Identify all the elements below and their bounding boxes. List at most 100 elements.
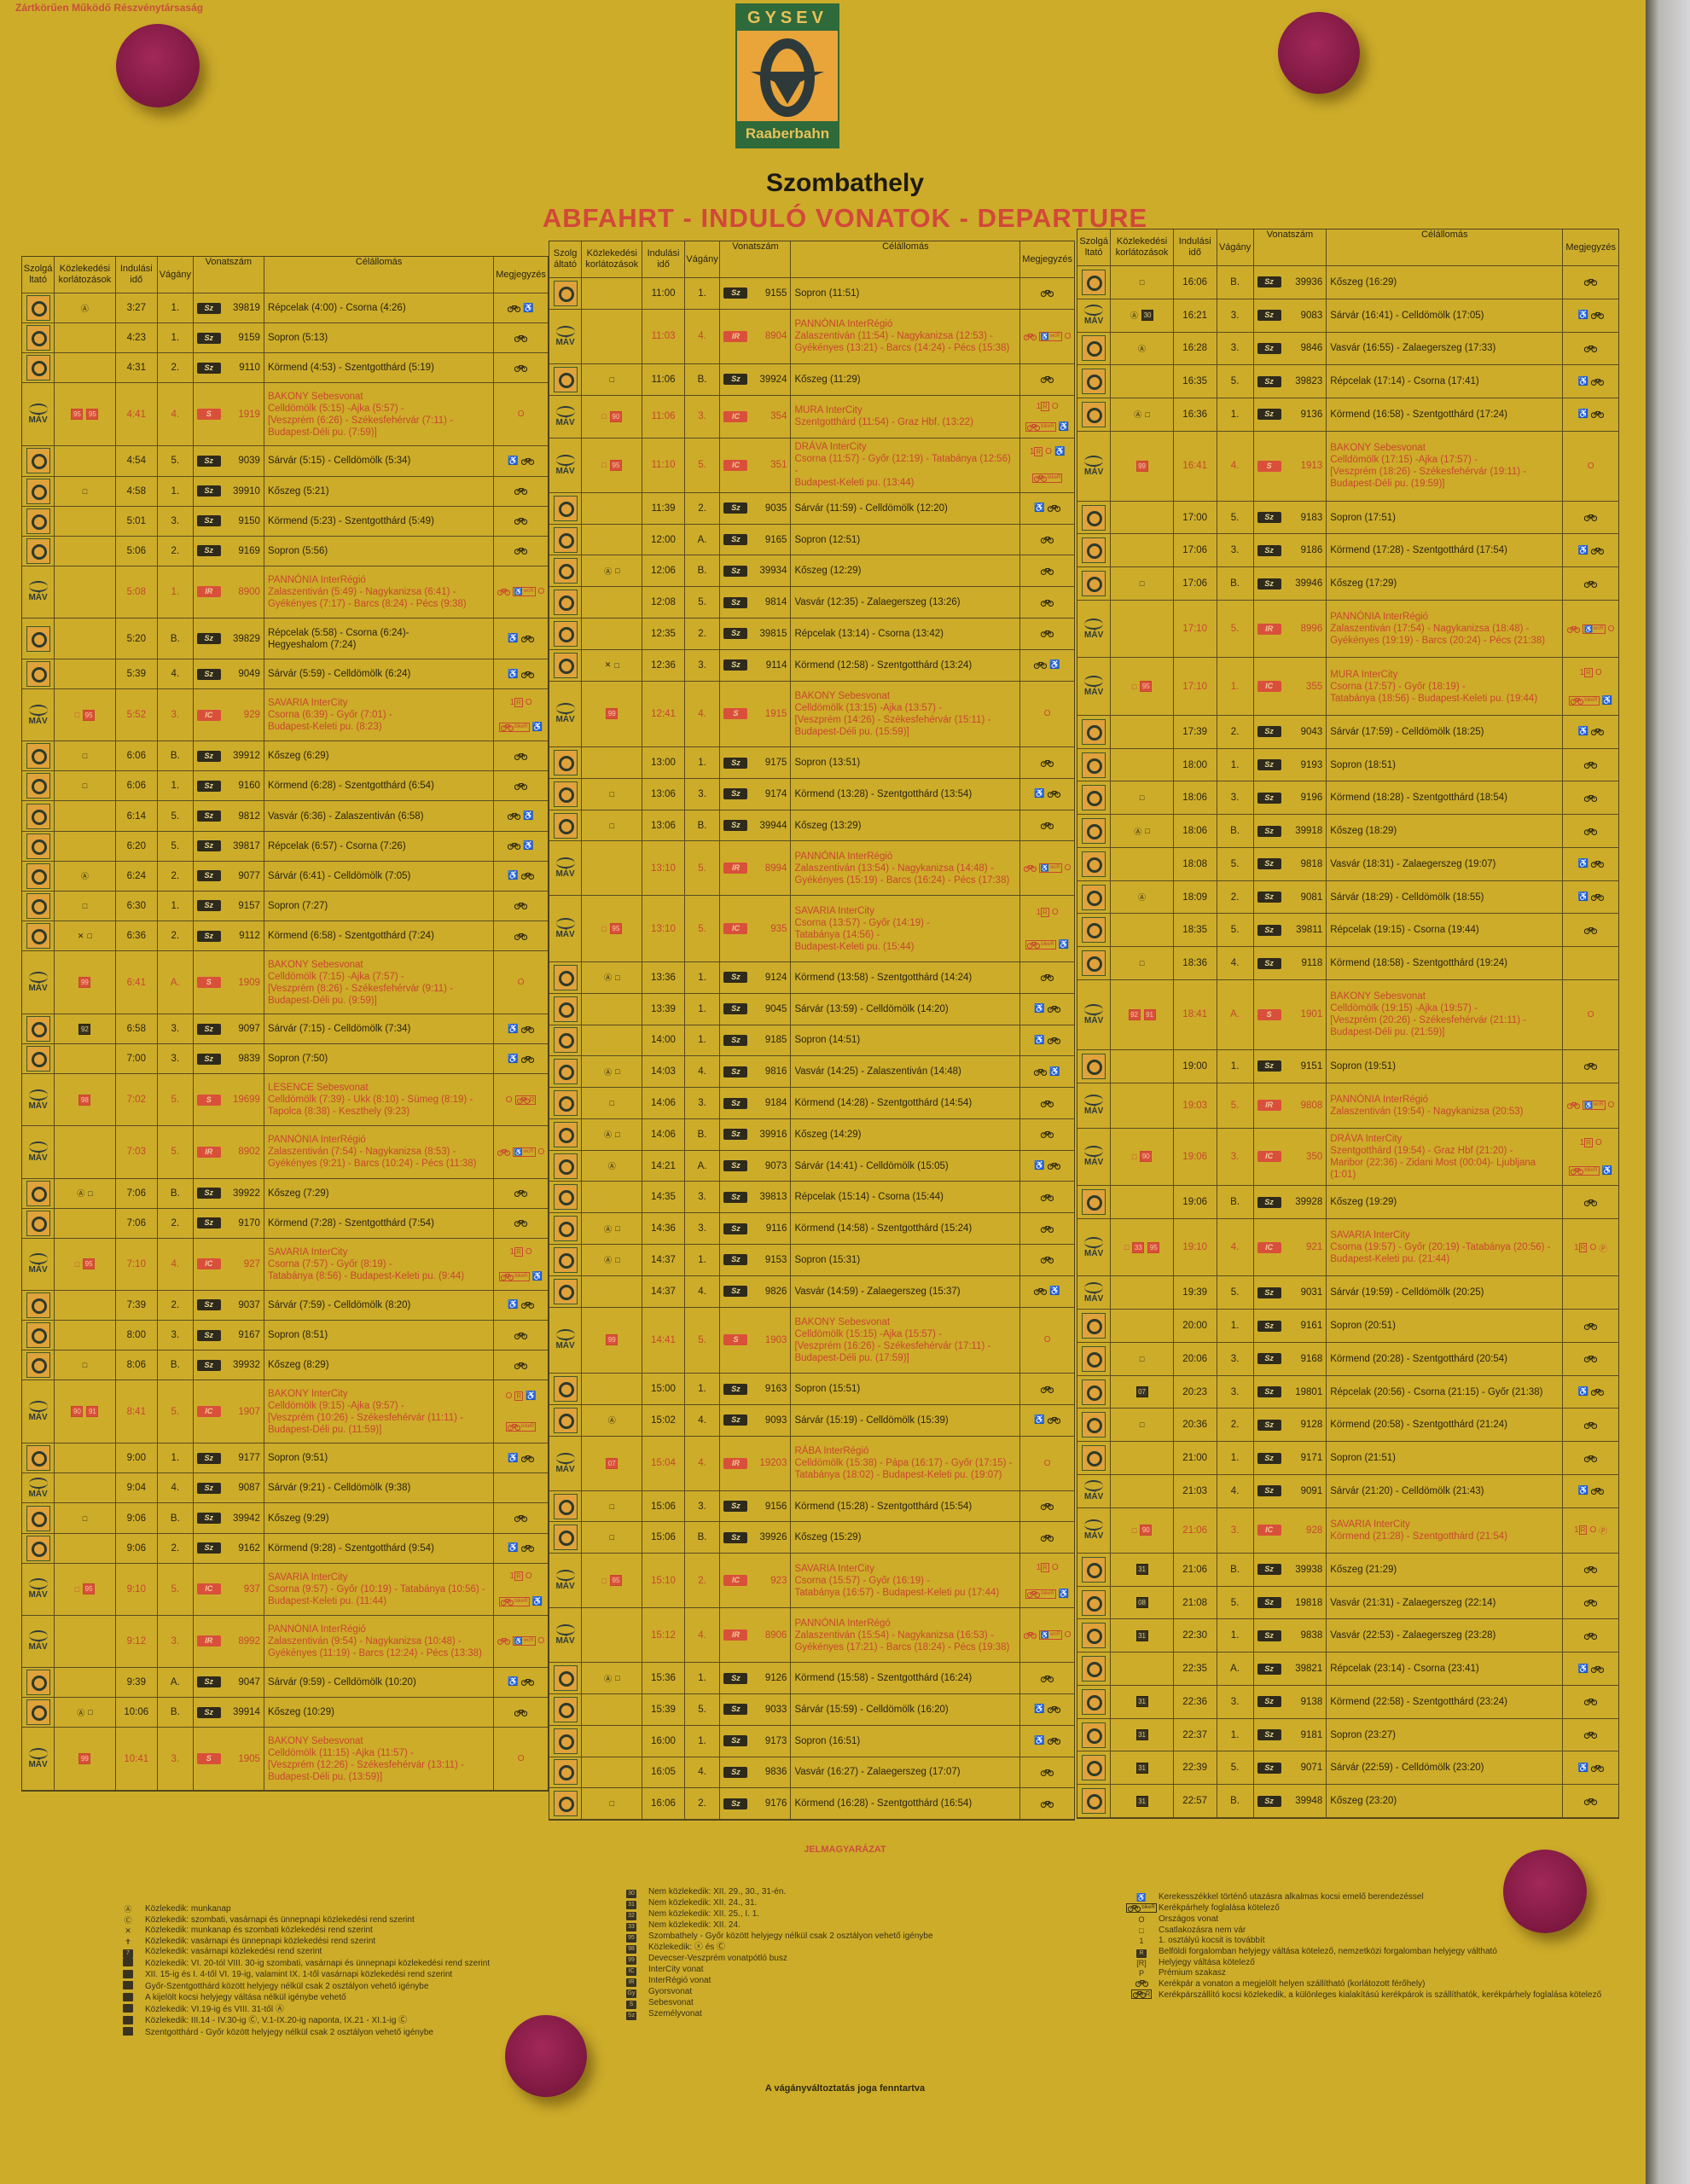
destination-line: [Veszprém (20:26) - Székesfehérvár (21:1… <box>1330 1015 1527 1026</box>
operator-cell <box>549 962 583 993</box>
gysev-logo <box>26 661 50 688</box>
restrictions-cell: □ 95 <box>55 689 116 741</box>
departure-row: 08 21:08 5. Sz 19818 Vasvár (21:31) - Zalaege… <box>1077 1586 1618 1620</box>
restriction-symbol: □ <box>1139 793 1145 803</box>
departure-row: 7:00 3. Sz 9839 Sopron (7:50) ♿ <box>22 1044 548 1075</box>
departure-row: 12:00 A. Sz 9165 Sopron (12:51) <box>549 524 1074 556</box>
destination-cell: Sárvár (18:29) - Celldömölk (18:55) <box>1327 880 1564 914</box>
legend-text: Szombathely - Győr között helyjegy nélkü… <box>648 1931 933 1942</box>
destination-line: Kőszeg (9:29) <box>267 1513 329 1524</box>
platform: B. <box>685 1522 721 1554</box>
train-type-badge: Sz <box>1257 1564 1281 1576</box>
destination-line: Sopron (9:51) <box>267 1453 328 1464</box>
restriction-symbol: Ⓐ <box>1138 893 1147 903</box>
operator-cell <box>22 506 55 536</box>
departure-row: □ 8:06 B. Sz 39932 Kőszeg (8:29) <box>22 1350 548 1381</box>
operator-cell: MÁV <box>22 1728 55 1791</box>
train-number-cell: Sz 39912 <box>194 741 264 771</box>
bicycle-reservation-label: bikeR <box>1041 1590 1054 1596</box>
mav-logo: MÁV <box>28 972 48 993</box>
departure-time: 18:08 <box>1174 847 1217 880</box>
notes-cell <box>1020 747 1074 778</box>
wheelchair-icon: ♿ <box>1034 1161 1045 1171</box>
platform: 4. <box>158 1238 194 1290</box>
header-label: áltató <box>554 259 578 270</box>
departure-time: 19:06 <box>1174 1186 1217 1218</box>
header-label: Célállomás <box>882 241 929 252</box>
destination-line: Sopron (15:51) <box>794 1384 861 1395</box>
bicycle-icon <box>1041 1100 1054 1107</box>
departure-time: 6:58 <box>116 1014 158 1044</box>
logo-bottom-text: Raaberbahn <box>737 121 838 147</box>
restrictions-cell: Ⓐ <box>1111 332 1174 365</box>
departure-time: 9:06 <box>116 1533 158 1563</box>
departure-row: Ⓐ □ 7:06 B. Sz 39922 Kőszeg (7:29) <box>22 1178 548 1209</box>
operator-cell <box>1077 1751 1112 1785</box>
train-number-cell: Sz 9814 <box>720 587 792 618</box>
train-type-badge: Sz <box>723 1531 748 1543</box>
departure-time: 17:06 <box>1174 567 1217 600</box>
platform: 5. <box>158 1563 194 1615</box>
train-type-badge: Sz <box>1257 924 1281 936</box>
platform: 3. <box>1217 534 1254 567</box>
train-number-cell: S 1901 <box>1254 980 1327 1049</box>
restrictions-cell <box>55 659 116 689</box>
train-number-cell: Sz 9138 <box>1254 1685 1327 1718</box>
destination-cell: Körmend (12:58) - Szentgotthárd (13:24) <box>791 649 1021 681</box>
destination-cell: Körmend (20:58) - Szentgotthárd (21:24) <box>1327 1409 1564 1442</box>
legend-code: S <box>626 2001 636 2009</box>
legend-symbol: bikeR <box>1124 1902 1159 1915</box>
destination-cell: Vasvár (22:53) - Zalaegerszeg (23:28) <box>1327 1619 1564 1653</box>
operator-cell <box>549 587 583 618</box>
destination-cell: Sárvár (9:21) - Celldömölk (9:38) <box>264 1473 495 1503</box>
destination-cell: Répcelak (5:58) - Csorna (6:24)- Hegyesha… <box>264 618 495 659</box>
legend-text: Szentgotthárd - Győr között helyjegy nél… <box>145 2027 433 2037</box>
gysev-logo <box>553 996 578 1022</box>
notes-cell: ♿ <box>494 1534 548 1563</box>
platform: B. <box>685 555 721 587</box>
gysev-logo <box>26 1016 50 1043</box>
train-number-cell: Sz 39926 <box>720 1522 792 1554</box>
departure-time: 12:41 <box>642 681 685 747</box>
restrictions-cell <box>1111 534 1174 567</box>
legend-item: S Sebesvonat <box>614 1998 1007 2009</box>
restriction-code: 31 <box>1135 1762 1148 1774</box>
departure-row: 14:35 3. Sz 39813 Répcelak (15:14) - Csorna … <box>549 1182 1074 1214</box>
restrictions-cell: □ <box>582 1522 643 1554</box>
legend-item: R Kerékpárszállító kocsi közlekedik, a kü… <box>1124 1989 1619 2001</box>
wheelchair-lift-icon: ♿ wcR <box>512 587 536 597</box>
train-number: 9153 <box>764 1254 787 1265</box>
train-number-cell: Sz 9184 <box>720 1088 792 1118</box>
destination-cell: Répcelak (19:15) - Csorna (19:44) <box>1327 914 1564 947</box>
legend-symbol: ✕ <box>125 1926 131 1935</box>
train-type-badge: Sz <box>723 820 748 832</box>
mav-wings-icon <box>28 1578 48 1590</box>
restriction-symbol: Ⓐ <box>1134 410 1142 420</box>
train-number: 9175 <box>764 758 787 769</box>
train-name: PANNÓNIA InterRégió <box>267 1135 366 1146</box>
restrictions-cell <box>55 801 116 831</box>
gysev-logo <box>553 750 578 776</box>
restriction-symbol: □ <box>82 486 88 496</box>
train-number: 39823 <box>1295 376 1323 387</box>
notes-cell <box>1563 1050 1618 1083</box>
bicycle-icon <box>1584 1455 1598 1462</box>
destination-line: Tatabánya (8:56) - Budapest-Keleti pu. (… <box>267 1270 465 1281</box>
bicycle-icon <box>1047 1705 1060 1714</box>
destination-line: Körmend (16:28) - Szentgotthárd (16:54) <box>794 1798 973 1809</box>
train-number-cell: IR 9808 <box>1254 1083 1327 1128</box>
mav-wings-icon <box>1084 618 1104 630</box>
notes-cell <box>1020 1522 1074 1553</box>
train-type-badge: S <box>196 409 221 421</box>
legend-text: XII. 15-ig és I. 4-től VI. 19-ig, valami… <box>145 1970 453 1979</box>
destination-line: Körmend (14:58) - Szentgotthárd (15:24) <box>794 1223 973 1234</box>
departure-row: 6:14 5. Sz 9812 Vasvár (6:36) - Zalaszentivá… <box>22 801 548 832</box>
restriction-code: 95 <box>610 1575 622 1587</box>
destination-line: Kőszeg (12:29) <box>794 566 862 577</box>
operator-cell: MÁV <box>549 1307 583 1374</box>
platform: B. <box>1217 567 1254 600</box>
mav-wings-icon <box>28 972 48 984</box>
platform: 3. <box>158 1320 194 1350</box>
train-number-cell: IC 923 <box>720 1554 792 1608</box>
gysev-logo <box>1082 1445 1106 1472</box>
